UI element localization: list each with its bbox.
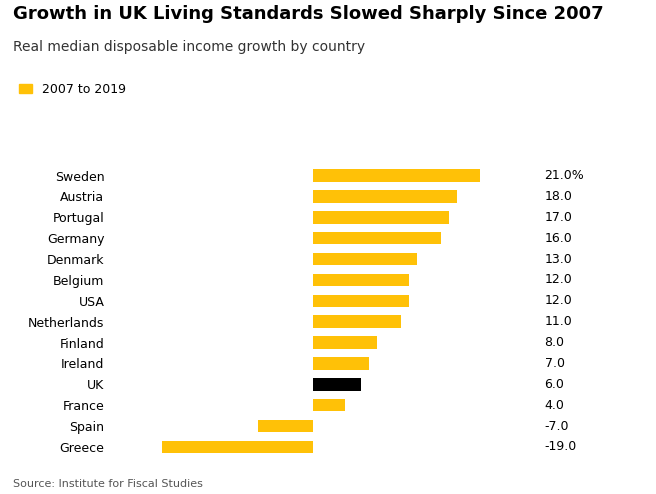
Text: 4.0: 4.0: [544, 399, 564, 412]
Bar: [314, 211, 449, 224]
Text: 18.0: 18.0: [544, 190, 573, 203]
Text: -19.0: -19.0: [544, 440, 577, 453]
Bar: [314, 315, 401, 328]
Text: -7.0: -7.0: [544, 419, 569, 433]
Bar: [258, 420, 314, 432]
Text: 17.0: 17.0: [544, 211, 573, 224]
Bar: [314, 336, 377, 349]
Bar: [314, 232, 441, 245]
Text: 16.0: 16.0: [544, 232, 573, 245]
Bar: [314, 253, 417, 265]
Bar: [314, 274, 409, 286]
Bar: [314, 357, 369, 370]
Text: 6.0: 6.0: [544, 378, 564, 391]
Bar: [314, 169, 480, 182]
Text: 8.0: 8.0: [544, 336, 565, 349]
Text: Real median disposable income growth by country: Real median disposable income growth by …: [13, 40, 365, 53]
Bar: [163, 441, 314, 453]
Text: 7.0: 7.0: [544, 357, 565, 370]
Bar: [314, 190, 457, 203]
Text: 11.0: 11.0: [544, 315, 573, 328]
Text: Growth in UK Living Standards Slowed Sharply Since 2007: Growth in UK Living Standards Slowed Sha…: [13, 5, 604, 23]
Text: 13.0: 13.0: [544, 252, 573, 266]
Text: 21.0%: 21.0%: [544, 169, 584, 182]
Bar: [314, 399, 345, 412]
Bar: [314, 294, 409, 307]
Text: 12.0: 12.0: [544, 273, 573, 287]
Bar: [314, 378, 361, 391]
Text: Source: Institute for Fiscal Studies: Source: Institute for Fiscal Studies: [13, 479, 203, 489]
Legend: 2007 to 2019: 2007 to 2019: [20, 83, 126, 96]
Text: 12.0: 12.0: [544, 294, 573, 307]
